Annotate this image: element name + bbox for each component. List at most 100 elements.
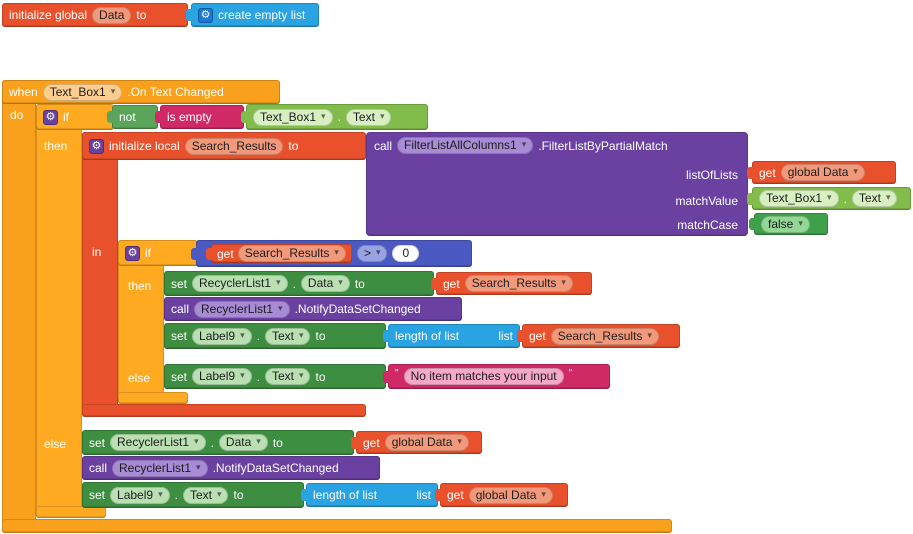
initialize-local-block-header[interactable]: ⚙ initialize local Search_Results to <box>82 132 366 160</box>
compare-block[interactable]: get Search_Results > 0 <box>196 240 472 267</box>
outer-if-keyword: if <box>63 110 69 124</box>
get-keyword: get <box>529 329 546 343</box>
not-label: not <box>119 110 136 124</box>
init-local-bottom[interactable] <box>82 404 366 417</box>
set-dot: . <box>256 329 260 343</box>
get-keyword: get <box>443 276 460 291</box>
inner-if-header[interactable]: ⚙ if <box>118 240 198 266</box>
textbox-text-getter-block[interactable]: Text_Box1 . Text <box>246 104 428 130</box>
set-component-dropdown[interactable]: Label9 <box>192 327 252 345</box>
not-block[interactable]: not <box>112 105 158 129</box>
false-logic-block[interactable]: false <box>754 213 828 235</box>
length-of-list-block[interactable]: length of list list <box>306 483 438 507</box>
when-event-block-header[interactable]: when Text_Box1 .On Text Changed <box>2 80 280 104</box>
set-label-text-block[interactable]: set Label9 . Text to <box>164 323 386 349</box>
outer-then-label: then <box>44 139 68 153</box>
set-component-dropdown[interactable]: RecyclerList1 <box>110 434 206 451</box>
set-label-text-block[interactable]: set Label9 . Text to <box>82 482 304 508</box>
getter-property-dropdown[interactable]: Text <box>345 108 392 126</box>
string-text-field[interactable]: No item matches your input <box>403 368 564 385</box>
init-local-spine[interactable] <box>82 132 118 417</box>
outer-if-gear-icon[interactable]: ⚙ <box>43 109 58 125</box>
call-keyword: call <box>374 138 393 153</box>
get-variable-dropdown[interactable]: global Data <box>468 486 553 504</box>
inner-if-bottom[interactable] <box>118 392 188 404</box>
set-recyclerlist-data-block[interactable]: set RecyclerList1 . Data to <box>82 430 354 455</box>
when-keyword: when <box>9 85 38 99</box>
inner-if-spine[interactable] <box>118 240 164 404</box>
getter-component-dropdown[interactable]: Text_Box1 <box>759 190 839 207</box>
set-keyword: set <box>89 435 106 450</box>
length-of-list-block[interactable]: length of list list <box>388 324 520 348</box>
set-recyclerlist-data-block[interactable]: set RecyclerList1 . Data to <box>164 271 434 296</box>
set-property-dropdown[interactable]: Text <box>182 486 229 504</box>
global-variable-name-field[interactable]: Data <box>92 6 132 24</box>
set-dot: . <box>292 276 296 291</box>
filter-component-dropdown[interactable]: FilterListAllColumns1 <box>397 137 534 154</box>
boolean-dropdown[interactable]: false <box>761 215 810 233</box>
do-label: do <box>10 108 24 122</box>
outer-if-bottom[interactable] <box>36 506 106 518</box>
get-keyword: get <box>759 165 776 180</box>
get-keyword: get <box>447 488 464 502</box>
notify-dataset-changed-block[interactable]: call RecyclerList1 .NotifyDataSetChanged <box>164 297 462 321</box>
get-global-data-block[interactable]: get global Data <box>440 483 568 507</box>
initialize-global-block[interactable]: initialize global Data to <box>2 3 188 27</box>
inner-if-keyword: if <box>145 246 151 260</box>
is-empty-block[interactable]: is empty <box>160 105 244 129</box>
set-property-dropdown[interactable]: Text <box>264 368 311 385</box>
get-search-results-block[interactable]: get Search_Results <box>211 244 352 263</box>
when-block-spine[interactable] <box>2 80 36 533</box>
call-keyword: call <box>171 302 190 316</box>
set-component-dropdown[interactable]: Label9 <box>110 486 170 504</box>
set-component-dropdown[interactable]: RecyclerList1 <box>192 275 288 292</box>
set-to-label: to <box>315 369 326 384</box>
param-matchcase-label: matchCase <box>677 218 738 232</box>
close-quote: " <box>568 368 573 379</box>
get-global-data-block[interactable]: get global Data <box>356 431 482 454</box>
mutator-gear-icon[interactable]: ⚙ <box>198 7 213 23</box>
getter-component-dropdown[interactable]: Text_Box1 <box>253 108 333 126</box>
call-keyword: call <box>89 461 108 475</box>
get-search-results-block[interactable]: get Search_Results <box>436 272 592 295</box>
is-empty-label: is empty <box>167 110 212 124</box>
set-property-dropdown[interactable]: Data <box>300 275 350 292</box>
call-component-dropdown[interactable]: RecyclerList1 <box>112 459 208 477</box>
get-variable-dropdown[interactable]: global Data <box>384 434 469 451</box>
filter-method-name: .FilterListByPartialMatch <box>538 138 668 153</box>
create-empty-list-block[interactable]: ⚙ create empty list <box>191 3 319 27</box>
string-literal-block[interactable]: " No item matches your input " <box>388 364 610 389</box>
matchvalue-getter-block[interactable]: Text_Box1 . Text <box>752 187 911 210</box>
set-keyword: set <box>171 329 188 343</box>
when-block-bottom[interactable] <box>2 519 672 533</box>
get-variable-dropdown[interactable]: Search_Results <box>464 275 573 292</box>
when-component-dropdown[interactable]: Text_Box1 <box>42 83 123 101</box>
notify-dataset-changed-block[interactable]: call RecyclerList1 .NotifyDataSetChanged <box>82 456 380 480</box>
call-method-name: .NotifyDataSetChanged <box>212 461 339 475</box>
set-keyword: set <box>171 369 188 384</box>
get-variable-dropdown[interactable]: Search_Results <box>237 245 346 262</box>
get-variable-dropdown[interactable]: global Data <box>780 164 865 181</box>
set-component-dropdown[interactable]: Label9 <box>192 368 252 385</box>
filter-call-block[interactable]: call FilterListAllColumns1 .FilterListBy… <box>366 132 748 236</box>
number-field[interactable]: 0 <box>392 245 420 262</box>
compare-operator-dropdown[interactable]: > <box>356 245 388 262</box>
local-variable-name-field[interactable]: Search_Results <box>184 137 284 155</box>
get-global-data-block[interactable]: get global Data <box>752 161 896 184</box>
set-dot: . <box>256 369 260 384</box>
outer-if-header[interactable]: ⚙ if <box>36 104 114 130</box>
set-label-text-block[interactable]: set Label9 . Text to <box>164 364 386 389</box>
outer-if-spine[interactable] <box>36 104 82 518</box>
param-listoflists-label: listOfLists <box>685 168 738 182</box>
get-search-results-block[interactable]: get Search_Results <box>522 324 680 348</box>
get-variable-dropdown[interactable]: Search_Results <box>550 327 659 345</box>
inner-if-gear-icon[interactable]: ⚙ <box>125 245 140 261</box>
getter-property-dropdown[interactable]: Text <box>851 190 898 207</box>
set-property-dropdown[interactable]: Text <box>264 327 311 345</box>
set-dot: . <box>210 435 214 450</box>
call-component-dropdown[interactable]: RecyclerList1 <box>194 300 290 318</box>
when-event-name: .On Text Changed <box>127 85 224 99</box>
init-local-gear-icon[interactable]: ⚙ <box>89 138 104 154</box>
set-property-dropdown[interactable]: Data <box>218 434 268 451</box>
